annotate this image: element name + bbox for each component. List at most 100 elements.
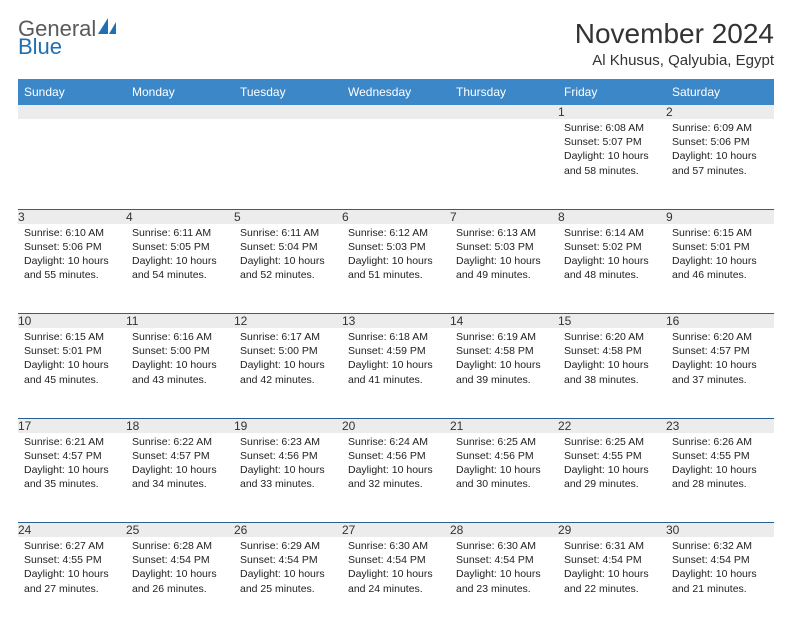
day-number: 27 xyxy=(342,523,355,537)
day-details: Sunrise: 6:17 AMSunset: 5:00 PMDaylight:… xyxy=(234,328,342,393)
sunrise-text: Sunrise: 6:16 AM xyxy=(132,330,228,344)
daylight-text: Daylight: 10 hours and 48 minutes. xyxy=(564,254,660,282)
logo-sail-icon xyxy=(98,18,118,39)
day-details: Sunrise: 6:30 AMSunset: 4:54 PMDaylight:… xyxy=(342,537,450,602)
day-details-cell: Sunrise: 6:15 AMSunset: 5:01 PMDaylight:… xyxy=(18,328,126,418)
day-details-cell: Sunrise: 6:16 AMSunset: 5:00 PMDaylight:… xyxy=(126,328,234,418)
daylight-text: Daylight: 10 hours and 25 minutes. xyxy=(240,567,336,595)
day-details-cell: Sunrise: 6:32 AMSunset: 4:54 PMDaylight:… xyxy=(666,537,774,627)
day-number-cell: 23 xyxy=(666,418,774,433)
day-number-cell: 21 xyxy=(450,418,558,433)
day-details-cell: Sunrise: 6:20 AMSunset: 4:57 PMDaylight:… xyxy=(666,328,774,418)
day-number: 12 xyxy=(234,314,247,328)
sunrise-text: Sunrise: 6:08 AM xyxy=(564,121,660,135)
daylight-text: Daylight: 10 hours and 55 minutes. xyxy=(24,254,120,282)
day-number: 22 xyxy=(558,419,571,433)
day-number-cell: 19 xyxy=(234,418,342,433)
sunset-text: Sunset: 5:02 PM xyxy=(564,240,660,254)
weekday-header: Saturday xyxy=(666,79,774,105)
day-details: Sunrise: 6:18 AMSunset: 4:59 PMDaylight:… xyxy=(342,328,450,393)
sunrise-text: Sunrise: 6:24 AM xyxy=(348,435,444,449)
daylight-text: Daylight: 10 hours and 21 minutes. xyxy=(672,567,768,595)
day-number: 4 xyxy=(126,210,133,224)
day-details-cell: Sunrise: 6:31 AMSunset: 4:54 PMDaylight:… xyxy=(558,537,666,627)
sunrise-text: Sunrise: 6:27 AM xyxy=(24,539,120,553)
day-details: Sunrise: 6:19 AMSunset: 4:58 PMDaylight:… xyxy=(450,328,558,393)
day-details: Sunrise: 6:16 AMSunset: 5:00 PMDaylight:… xyxy=(126,328,234,393)
sunset-text: Sunset: 4:56 PM xyxy=(348,449,444,463)
sunrise-text: Sunrise: 6:29 AM xyxy=(240,539,336,553)
day-number: 1 xyxy=(558,105,565,119)
sunrise-text: Sunrise: 6:25 AM xyxy=(564,435,660,449)
day-number: 7 xyxy=(450,210,457,224)
sunset-text: Sunset: 4:55 PM xyxy=(24,553,120,567)
day-details-cell xyxy=(342,119,450,209)
sunset-text: Sunset: 4:54 PM xyxy=(348,553,444,567)
sunset-text: Sunset: 4:54 PM xyxy=(132,553,228,567)
day-number: 20 xyxy=(342,419,355,433)
sunset-text: Sunset: 5:06 PM xyxy=(24,240,120,254)
day-details: Sunrise: 6:31 AMSunset: 4:54 PMDaylight:… xyxy=(558,537,666,602)
day-details-cell: Sunrise: 6:24 AMSunset: 4:56 PMDaylight:… xyxy=(342,433,450,523)
sunset-text: Sunset: 5:07 PM xyxy=(564,135,660,149)
sunset-text: Sunset: 4:56 PM xyxy=(240,449,336,463)
sunset-text: Sunset: 4:55 PM xyxy=(564,449,660,463)
sunrise-text: Sunrise: 6:15 AM xyxy=(672,226,768,240)
day-number: 19 xyxy=(234,419,247,433)
sunset-text: Sunset: 4:54 PM xyxy=(564,553,660,567)
sunset-text: Sunset: 4:58 PM xyxy=(456,344,552,358)
logo-text-wrap: General Blue xyxy=(18,18,118,58)
day-number-cell: 16 xyxy=(666,314,774,329)
day-details-cell: Sunrise: 6:27 AMSunset: 4:55 PMDaylight:… xyxy=(18,537,126,627)
day-details-cell: Sunrise: 6:22 AMSunset: 4:57 PMDaylight:… xyxy=(126,433,234,523)
day-number: 24 xyxy=(18,523,31,537)
day-details: Sunrise: 6:20 AMSunset: 4:57 PMDaylight:… xyxy=(666,328,774,393)
daylight-text: Daylight: 10 hours and 34 minutes. xyxy=(132,463,228,491)
day-details: Sunrise: 6:14 AMSunset: 5:02 PMDaylight:… xyxy=(558,224,666,289)
day-details-cell: Sunrise: 6:21 AMSunset: 4:57 PMDaylight:… xyxy=(18,433,126,523)
daylight-text: Daylight: 10 hours and 28 minutes. xyxy=(672,463,768,491)
day-details-cell: Sunrise: 6:09 AMSunset: 5:06 PMDaylight:… xyxy=(666,119,774,209)
day-details-cell: Sunrise: 6:30 AMSunset: 4:54 PMDaylight:… xyxy=(450,537,558,627)
daylight-text: Daylight: 10 hours and 41 minutes. xyxy=(348,358,444,386)
day-details-cell: Sunrise: 6:13 AMSunset: 5:03 PMDaylight:… xyxy=(450,224,558,314)
daylight-text: Daylight: 10 hours and 57 minutes. xyxy=(672,149,768,177)
day-details-cell: Sunrise: 6:26 AMSunset: 4:55 PMDaylight:… xyxy=(666,433,774,523)
weekday-header: Monday xyxy=(126,79,234,105)
day-number-cell: 17 xyxy=(18,418,126,433)
day-details: Sunrise: 6:25 AMSunset: 4:55 PMDaylight:… xyxy=(558,433,666,498)
details-row: Sunrise: 6:10 AMSunset: 5:06 PMDaylight:… xyxy=(18,224,774,314)
day-number-cell: 30 xyxy=(666,523,774,538)
day-number: 13 xyxy=(342,314,355,328)
day-number-cell: 3 xyxy=(18,209,126,224)
day-number-cell xyxy=(342,105,450,119)
weekday-header: Friday xyxy=(558,79,666,105)
day-details-cell: Sunrise: 6:28 AMSunset: 4:54 PMDaylight:… xyxy=(126,537,234,627)
day-number: 17 xyxy=(18,419,31,433)
sunset-text: Sunset: 5:01 PM xyxy=(672,240,768,254)
weekday-header: Sunday xyxy=(18,79,126,105)
daylight-text: Daylight: 10 hours and 52 minutes. xyxy=(240,254,336,282)
day-number-cell: 28 xyxy=(450,523,558,538)
day-details: Sunrise: 6:32 AMSunset: 4:54 PMDaylight:… xyxy=(666,537,774,602)
daylight-text: Daylight: 10 hours and 30 minutes. xyxy=(456,463,552,491)
day-number: 2 xyxy=(666,105,673,119)
day-details-cell: Sunrise: 6:14 AMSunset: 5:02 PMDaylight:… xyxy=(558,224,666,314)
daynum-row: 17 1819 20 2122 23 xyxy=(18,418,774,433)
day-details-cell: Sunrise: 6:30 AMSunset: 4:54 PMDaylight:… xyxy=(342,537,450,627)
day-details: Sunrise: 6:12 AMSunset: 5:03 PMDaylight:… xyxy=(342,224,450,289)
day-details: Sunrise: 6:28 AMSunset: 4:54 PMDaylight:… xyxy=(126,537,234,602)
details-row: Sunrise: 6:27 AMSunset: 4:55 PM Daylight:… xyxy=(18,537,774,627)
day-number: 8 xyxy=(558,210,565,224)
day-number-cell: 20 xyxy=(342,418,450,433)
day-details-cell xyxy=(18,119,126,209)
day-number-cell: 18 xyxy=(126,418,234,433)
day-details-cell: Sunrise: 6:11 AMSunset: 5:05 PMDaylight:… xyxy=(126,224,234,314)
sunset-text: Sunset: 4:54 PM xyxy=(456,553,552,567)
day-details: Sunrise: 6:11 AMSunset: 5:04 PMDaylight:… xyxy=(234,224,342,289)
sunrise-text: Sunrise: 6:18 AM xyxy=(348,330,444,344)
sunrise-text: Sunrise: 6:23 AM xyxy=(240,435,336,449)
sunrise-text: Sunrise: 6:28 AM xyxy=(132,539,228,553)
day-number: 14 xyxy=(450,314,463,328)
day-details-cell xyxy=(450,119,558,209)
